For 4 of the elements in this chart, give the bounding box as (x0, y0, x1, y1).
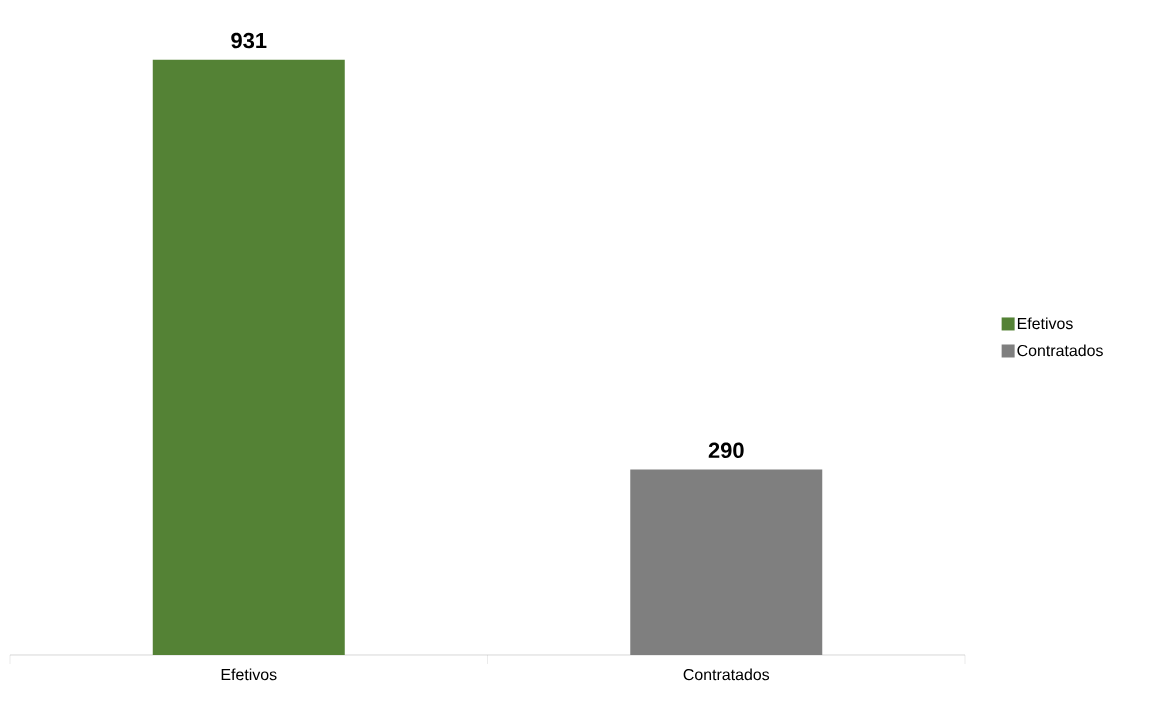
legend-label: Efetivos (1017, 317, 1073, 330)
data-label: 931 (231, 32, 267, 49)
data-label: 290 (708, 442, 744, 459)
legend-label: Contratados (1017, 344, 1103, 357)
